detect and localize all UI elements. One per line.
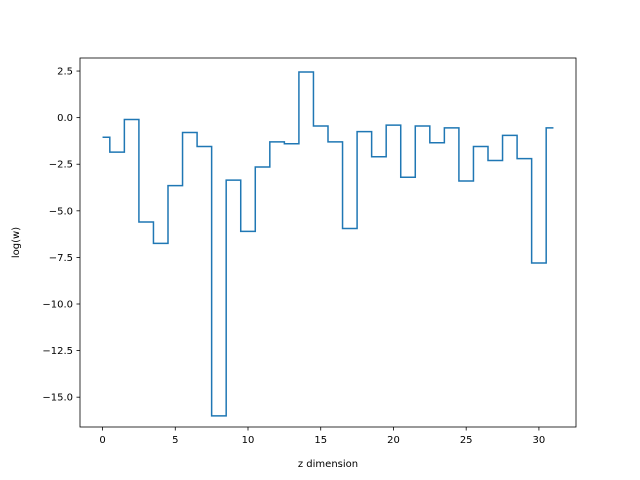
axes-frame	[79, 57, 577, 428]
x-tick-label: 5	[172, 435, 178, 446]
x-axis: 0 5 10 15 20 25 30	[99, 427, 545, 446]
y-axis-label: log(w)	[11, 227, 22, 258]
y-tick-label: 0.0	[57, 113, 73, 124]
x-tick-label: 30	[533, 435, 546, 446]
x-tick-label: 10	[242, 435, 255, 446]
y-tick-label: −5.0	[49, 206, 73, 217]
x-axis-label: z dimension	[298, 459, 358, 470]
y-tick-label: −7.5	[49, 253, 73, 264]
y-tick-label: −2.5	[49, 160, 73, 171]
x-tick-label: 25	[460, 435, 473, 446]
series-step-line	[102, 71, 554, 417]
x-tick-label: 15	[314, 435, 327, 446]
x-tick-label: 0	[99, 435, 105, 446]
y-tick-label: −12.5	[42, 346, 73, 357]
y-axis: 2.5 0.0 −2.5 −5.0 −7.5 −10.0 −12.5 −15.0	[42, 67, 80, 404]
y-tick-label: −15.0	[42, 393, 73, 404]
y-tick-label: 2.5	[57, 67, 73, 78]
x-tick-label: 20	[387, 435, 400, 446]
y-tick-label: −10.0	[42, 300, 73, 311]
plot-area	[102, 71, 554, 417]
